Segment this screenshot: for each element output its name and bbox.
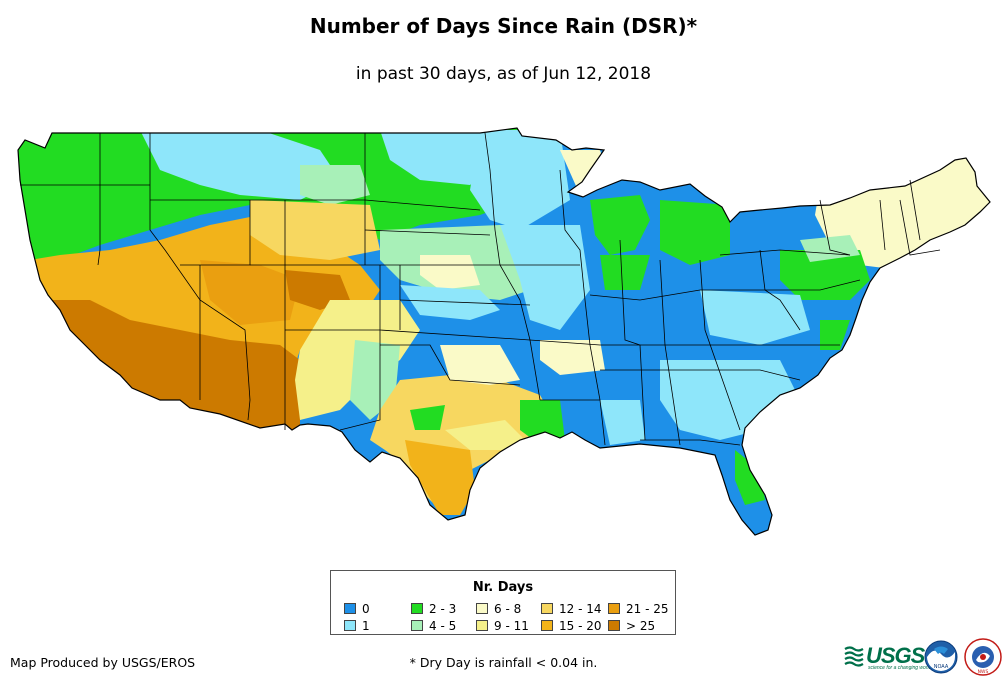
legend-label: 12 - 14 (559, 602, 602, 616)
map-subtitle: in past 30 days, as of Jun 12, 2018 (355, 64, 652, 84)
dsr-color-regions (18, 128, 990, 535)
legend-label: 21 - 25 (626, 602, 669, 616)
legend-label: > 25 (626, 619, 656, 633)
usgs-logo: USGS (844, 641, 925, 671)
map-title: Number of Days Since Rain (DSR)* (309, 14, 698, 38)
usgs-tagline: science for a changing world (868, 665, 932, 671)
legend-swatch (476, 620, 488, 631)
legend-swatch (608, 603, 620, 614)
legend-item: 1 (344, 619, 370, 633)
usgs-logo-icon (844, 646, 864, 667)
legend-item: > 25 (608, 619, 655, 633)
noaa-logo-icon: NOAA (924, 640, 958, 674)
legend-swatch (344, 603, 356, 614)
usgs-logo-text: USGS (866, 643, 925, 668)
legend-title: Nr. Days (472, 580, 534, 595)
legend-item: 4 - 5 (411, 619, 456, 633)
legend-item: 21 - 25 (608, 602, 669, 616)
legend-label: 9 - 11 (494, 619, 529, 633)
legend-swatch (411, 620, 423, 631)
legend-label: 0 (362, 602, 370, 616)
legend-label: 1 (362, 619, 370, 633)
footnote-text: * Dry Day is rainfall < 0.04 in. (409, 655, 598, 670)
noaa-logo-text: NOAA (934, 664, 949, 670)
credit-text: Map Produced by USGS/EROS (10, 655, 196, 670)
legend-item: 0 (344, 602, 370, 616)
nws-logo-text: NWS (978, 669, 989, 675)
legend-item: 9 - 11 (476, 619, 529, 633)
nws-logo-icon: NWS (964, 638, 1002, 676)
legend-label: 15 - 20 (559, 619, 602, 633)
legend-label: 6 - 8 (494, 602, 522, 616)
legend-item: 15 - 20 (541, 619, 602, 633)
legend-swatch (608, 620, 620, 631)
legend-swatch (344, 620, 356, 631)
legend-label: 4 - 5 (429, 619, 457, 633)
legend-item: 12 - 14 (541, 602, 602, 616)
legend-swatch (411, 603, 423, 614)
legend-label: 2 - 3 (429, 602, 457, 616)
map-legend: Nr. Days 0 1 2 - 3 4 - 5 6 - 8 9 - 11 12 - 14 1… (330, 570, 676, 635)
legend-item: 6 - 8 (476, 602, 521, 616)
legend-swatch (541, 603, 553, 614)
state-boundaries (20, 132, 941, 446)
legend-swatch (476, 603, 488, 614)
legend-swatch (541, 620, 553, 631)
legend-item: 2 - 3 (411, 602, 456, 616)
